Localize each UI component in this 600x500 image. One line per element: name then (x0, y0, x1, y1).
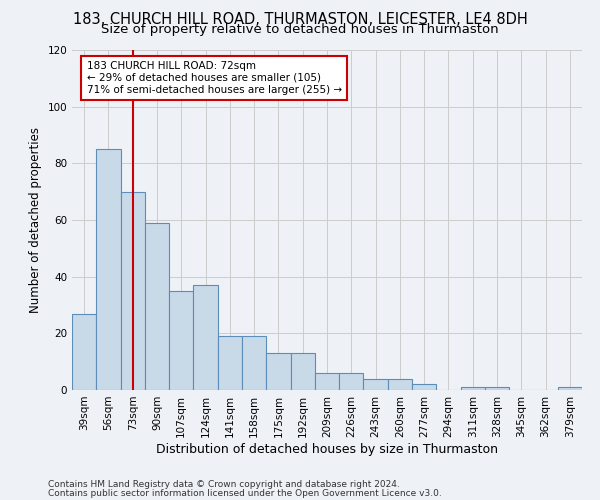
Bar (558, 387, 582, 390)
Text: Size of property relative to detached houses in Thurmaston: Size of property relative to detached ho… (101, 22, 499, 36)
Text: 183 CHURCH HILL ROAD: 72sqm
← 29% of detached houses are smaller (105)
71% of se: 183 CHURCH HILL ROAD: 72sqm ← 29% of det… (86, 62, 341, 94)
Bar (485, 387, 509, 390)
Bar (266, 353, 290, 390)
Text: Contains public sector information licensed under the Open Government Licence v3: Contains public sector information licen… (48, 488, 442, 498)
Bar (364, 378, 388, 390)
Bar (145, 223, 169, 390)
Text: 183, CHURCH HILL ROAD, THURMASTON, LEICESTER, LE4 8DH: 183, CHURCH HILL ROAD, THURMASTON, LEICE… (73, 12, 527, 28)
Bar (193, 285, 218, 390)
Bar (461, 387, 485, 390)
Y-axis label: Number of detached properties: Number of detached properties (29, 127, 42, 313)
X-axis label: Distribution of detached houses by size in Thurmaston: Distribution of detached houses by size … (156, 442, 498, 456)
Bar (412, 384, 436, 390)
Bar (388, 378, 412, 390)
Bar (121, 192, 145, 390)
Bar (96, 149, 121, 390)
Bar (218, 336, 242, 390)
Bar (290, 353, 315, 390)
Bar (242, 336, 266, 390)
Bar (169, 291, 193, 390)
Bar (72, 314, 96, 390)
Bar (315, 373, 339, 390)
Text: Contains HM Land Registry data © Crown copyright and database right 2024.: Contains HM Land Registry data © Crown c… (48, 480, 400, 489)
Bar (339, 373, 364, 390)
